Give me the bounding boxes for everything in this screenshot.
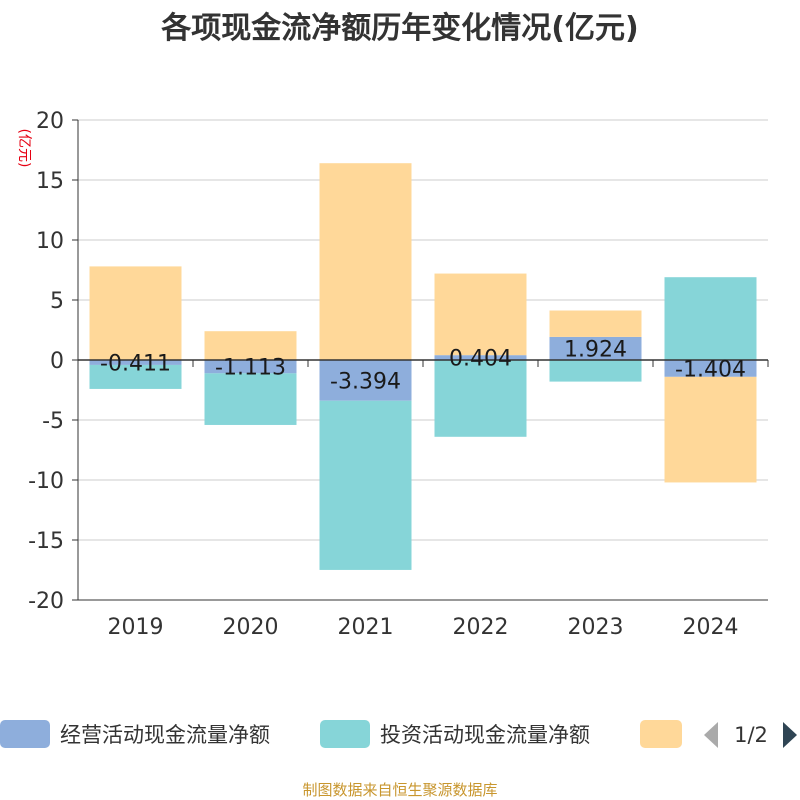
chart-title: 各项现金流净额历年变化情况(亿元)	[160, 11, 638, 46]
bar-2020-series-2	[204, 373, 297, 425]
bar-2022-series-1	[434, 355, 527, 360]
legend-label-operating[interactable]: 经营活动现金流量净额	[60, 723, 270, 747]
data-label-2024: -1.404	[675, 357, 746, 382]
y-tick-label: 0	[50, 349, 64, 374]
bar-2023-series-2	[549, 360, 642, 382]
legend-label-investing[interactable]: 投资活动现金流量净额	[380, 723, 590, 747]
x-tick-label-2023: 2023	[568, 615, 624, 640]
bar-2021-series-2	[319, 400, 412, 570]
data-label-2020: -1.113	[215, 356, 286, 381]
y-tick-label: -20	[28, 589, 64, 614]
bar-2021-series-3	[319, 163, 412, 360]
legend: 经营活动现金流量净额 投资活动现金流量净额 1/2	[0, 720, 797, 748]
data-label-2019: -0.411	[100, 351, 171, 376]
y-axis-unit: (亿元)	[16, 129, 32, 168]
bar-2019-series-3	[89, 266, 182, 360]
y-tick-label: -10	[28, 469, 64, 494]
bar-2023-series-1	[549, 336, 642, 360]
y-tick-label: 20	[36, 109, 64, 134]
bar-2024-series-1	[664, 360, 757, 377]
bar-2019-series-2	[89, 364, 182, 389]
bar-2021-series-1	[319, 360, 412, 401]
bar-2020-series-3	[204, 331, 297, 360]
legend-prev-arrow-icon[interactable]	[704, 722, 718, 748]
data-label-2021: -3.394	[330, 369, 401, 394]
bar-2022-series-2	[434, 360, 527, 437]
bars	[89, 163, 757, 570]
y-tick-label: -15	[28, 529, 64, 554]
y-tick-label: -5	[42, 409, 64, 434]
bar-2023-series-3	[549, 310, 642, 337]
legend-swatch-operating[interactable]	[0, 720, 50, 748]
x-tick-label-2024: 2024	[683, 615, 739, 640]
grid-lines	[78, 119, 768, 601]
data-labels: -0.411 -1.113 -3.394 0.404 1.924 -1.404	[100, 337, 746, 394]
legend-swatch-investing[interactable]	[320, 720, 370, 748]
legend-next-arrow-icon[interactable]	[783, 722, 797, 748]
data-source: 制图数据来自恒生聚源数据库	[302, 781, 497, 799]
x-tick-label-2019: 2019	[108, 615, 164, 640]
y-tick-label: 5	[50, 289, 64, 314]
bar-2024-series-2	[664, 277, 757, 360]
bar-2019-series-1	[89, 360, 182, 365]
x-tick-label-2021: 2021	[338, 615, 394, 640]
y-tick-label: 10	[36, 229, 64, 254]
bar-2022-series-3	[434, 273, 527, 356]
x-tick-label-2020: 2020	[223, 615, 279, 640]
legend-page-indicator: 1/2	[734, 723, 768, 747]
y-tick-label: 15	[36, 169, 64, 194]
data-label-2022: 0.404	[449, 347, 512, 372]
bar-2024-series-3	[664, 376, 757, 483]
axes: 20 15 10 5 0 -5 -10 -15 -20 2019 2020 2021 2022 2023 2…	[28, 109, 769, 640]
data-label-2023: 1.924	[564, 337, 627, 362]
bar-2020-series-1	[204, 360, 297, 374]
x-tick-label-2022: 2022	[453, 615, 509, 640]
legend-swatch-financing[interactable]	[640, 720, 682, 748]
